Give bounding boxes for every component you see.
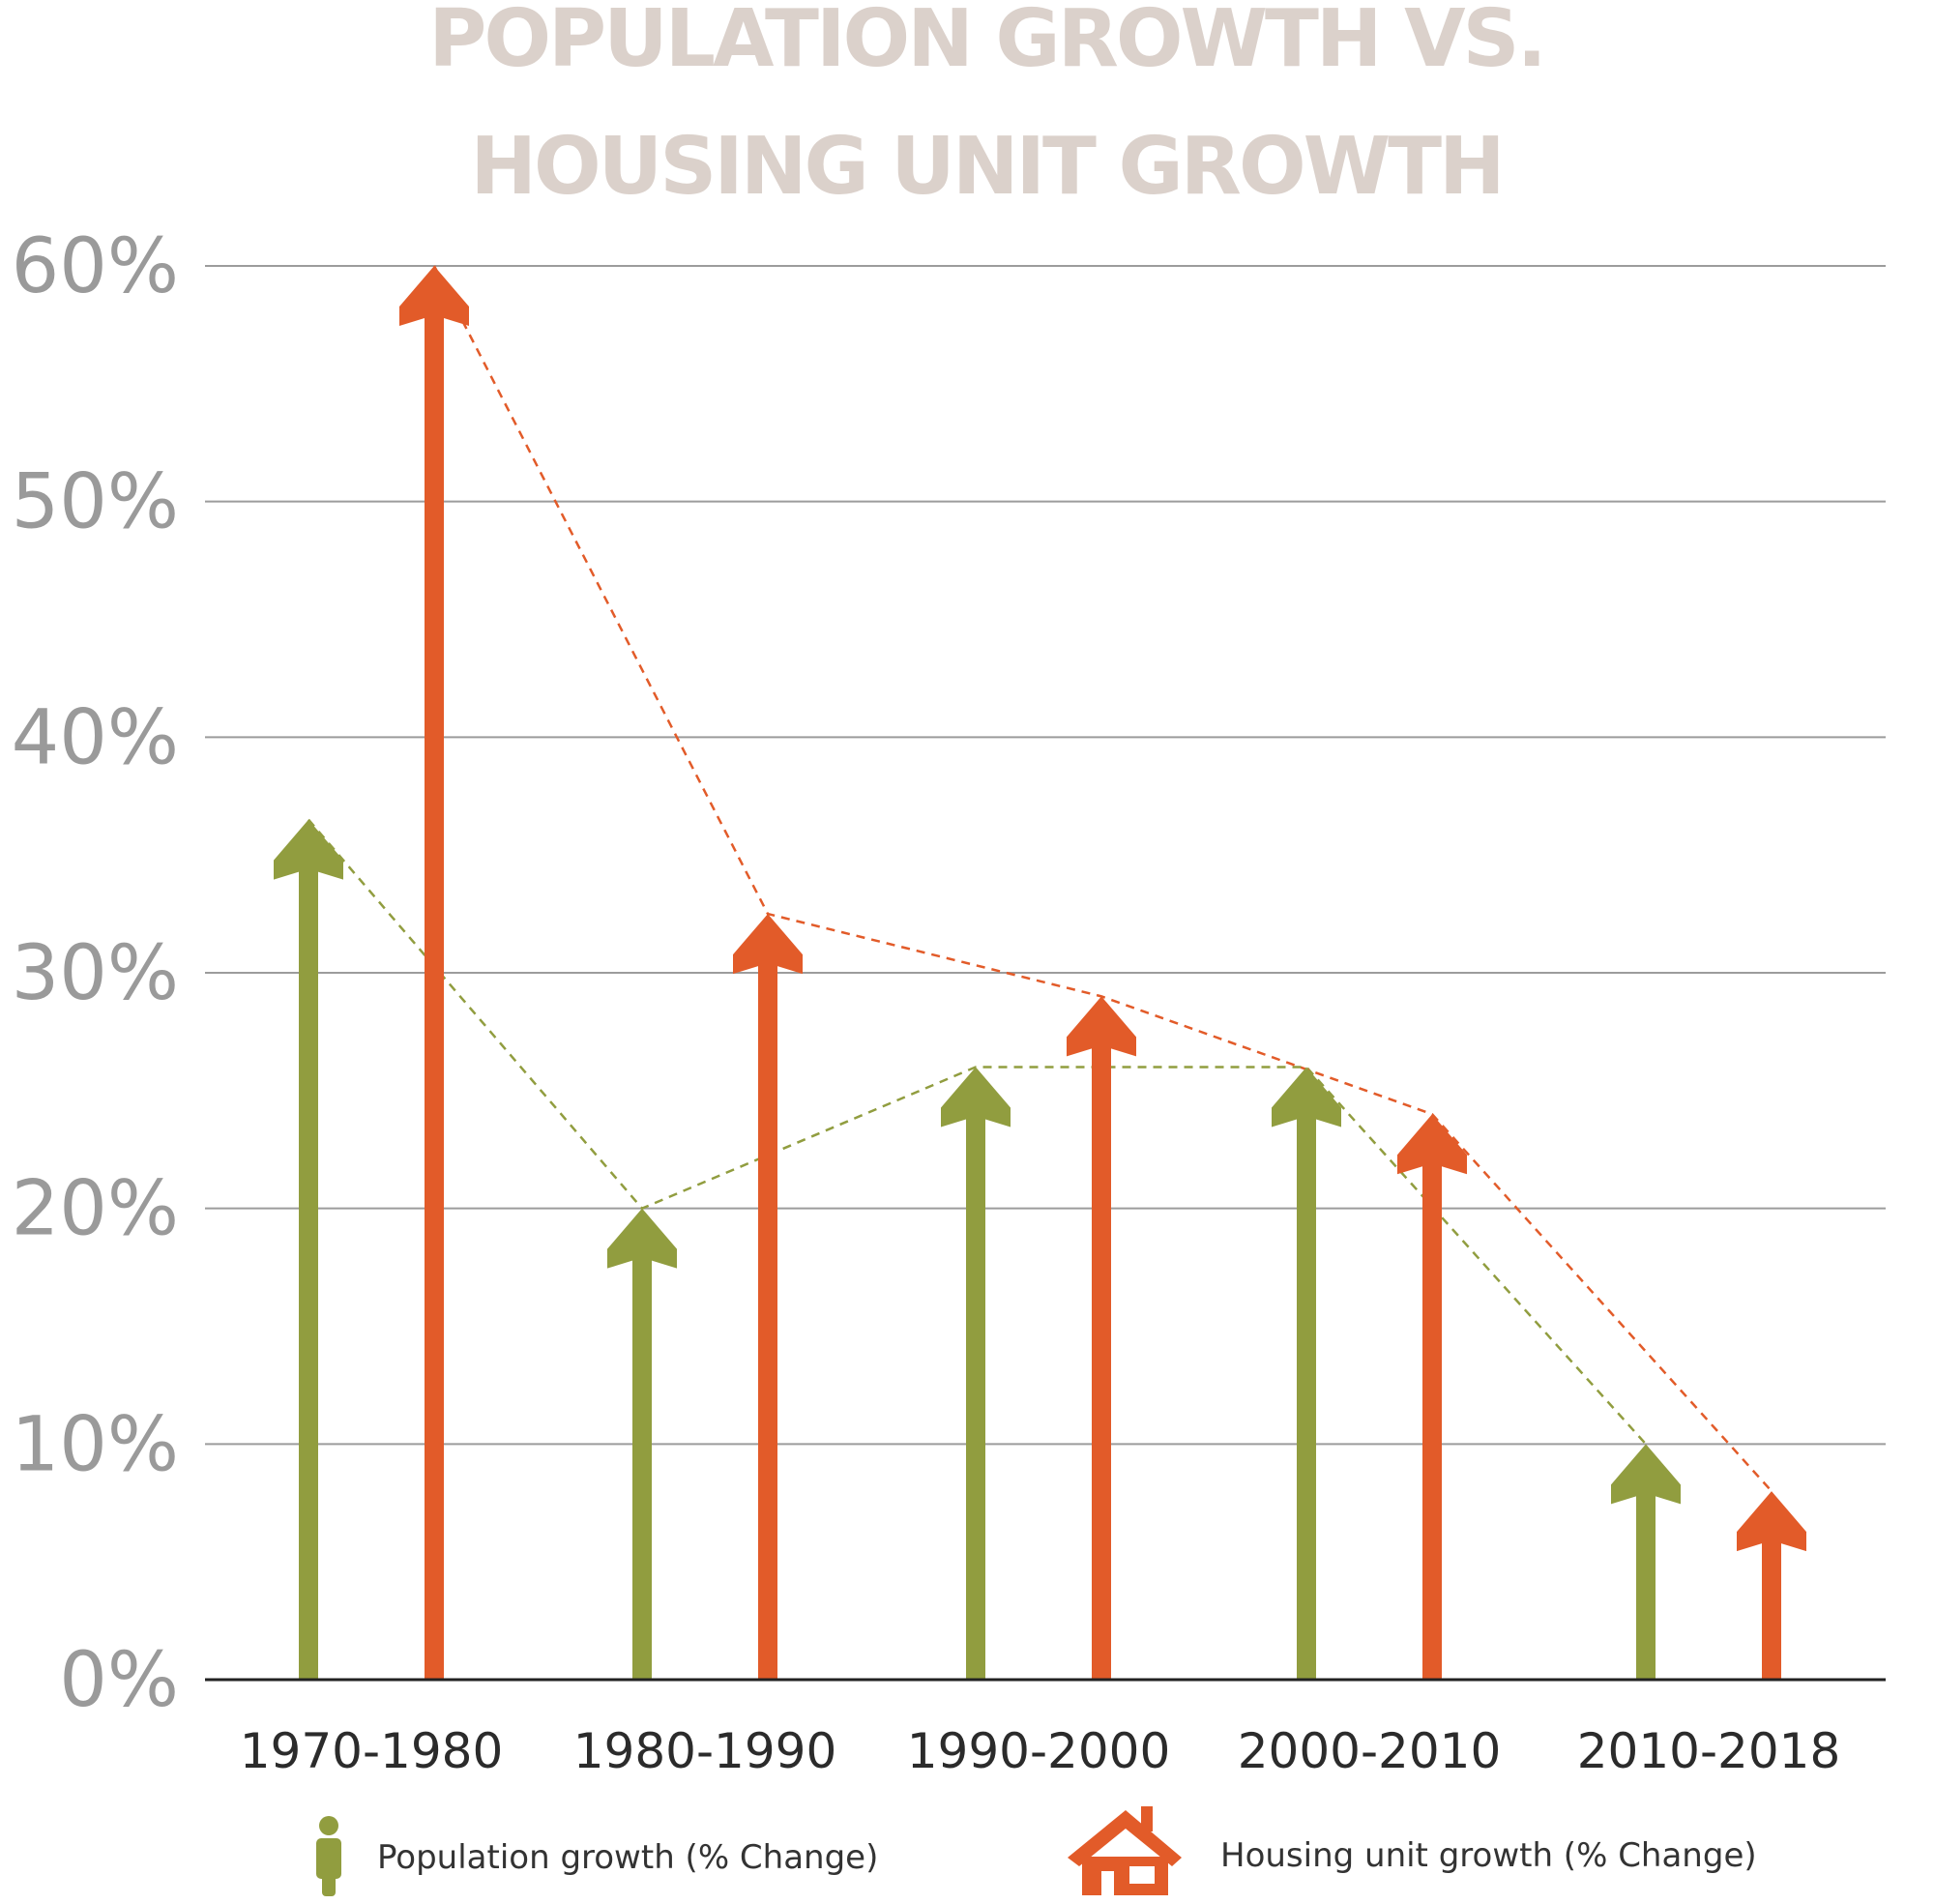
chart-title-line-2: HOUSING UNIT GROWTH — [470, 121, 1502, 213]
housing-arrow-bar-2 — [1067, 996, 1136, 1680]
house-icon — [1068, 1806, 1182, 1895]
y-tick-label: 20% — [12, 1166, 179, 1253]
person-icon — [316, 1816, 341, 1896]
y-tick-label: 60% — [12, 223, 179, 310]
legend-item-housing: Housing unit growth (% Change) — [1068, 1806, 1757, 1895]
y-tick-label: 40% — [12, 694, 179, 781]
gridlines — [205, 265, 1886, 1446]
y-tick-label: 0% — [59, 1637, 179, 1724]
legend-label-housing: Housing unit growth (% Change) — [1220, 1836, 1757, 1875]
y-tick-label: 50% — [12, 459, 179, 546]
legend: Population growth (% Change) Housing uni… — [316, 1806, 1757, 1896]
x-tick-label: 1980-1990 — [573, 1723, 837, 1779]
chart-title-line-1: POPULATION GROWTH VS. — [428, 0, 1544, 85]
x-tick-label: 1990-2000 — [907, 1723, 1171, 1779]
y-tick-label: 30% — [12, 930, 179, 1017]
population-arrow-bar-0 — [274, 819, 343, 1680]
housing-arrow-bar-1 — [733, 914, 803, 1680]
x-axis-ticks: 1970-1980 1980-1990 1990-2000 2000-2010 2010… — [240, 1723, 1841, 1779]
legend-item-population: Population growth (% Change) — [316, 1816, 878, 1896]
y-axis-ticks: 0% 10% 20% 30% 40% 50% 60% — [12, 223, 179, 1724]
x-tick-label: 1970-1980 — [240, 1723, 504, 1779]
housing-arrow-bar-3 — [1397, 1114, 1467, 1680]
population-arrow-bar-4 — [1611, 1444, 1681, 1680]
population-arrow-bar-1 — [607, 1208, 677, 1680]
y-tick-label: 10% — [12, 1401, 179, 1488]
x-tick-label: 2000-2010 — [1238, 1723, 1502, 1779]
arrow-bars — [274, 266, 1806, 1680]
housing-arrow-bar-4 — [1737, 1491, 1806, 1680]
x-tick-label: 2010-2018 — [1577, 1723, 1841, 1779]
legend-label-population: Population growth (% Change) — [377, 1838, 878, 1877]
trend-lines — [308, 265, 1773, 1492]
housing-arrow-bar-0 — [399, 266, 469, 1680]
population-arrow-bar-3 — [1272, 1067, 1341, 1680]
population-arrow-bar-2 — [941, 1067, 1011, 1680]
